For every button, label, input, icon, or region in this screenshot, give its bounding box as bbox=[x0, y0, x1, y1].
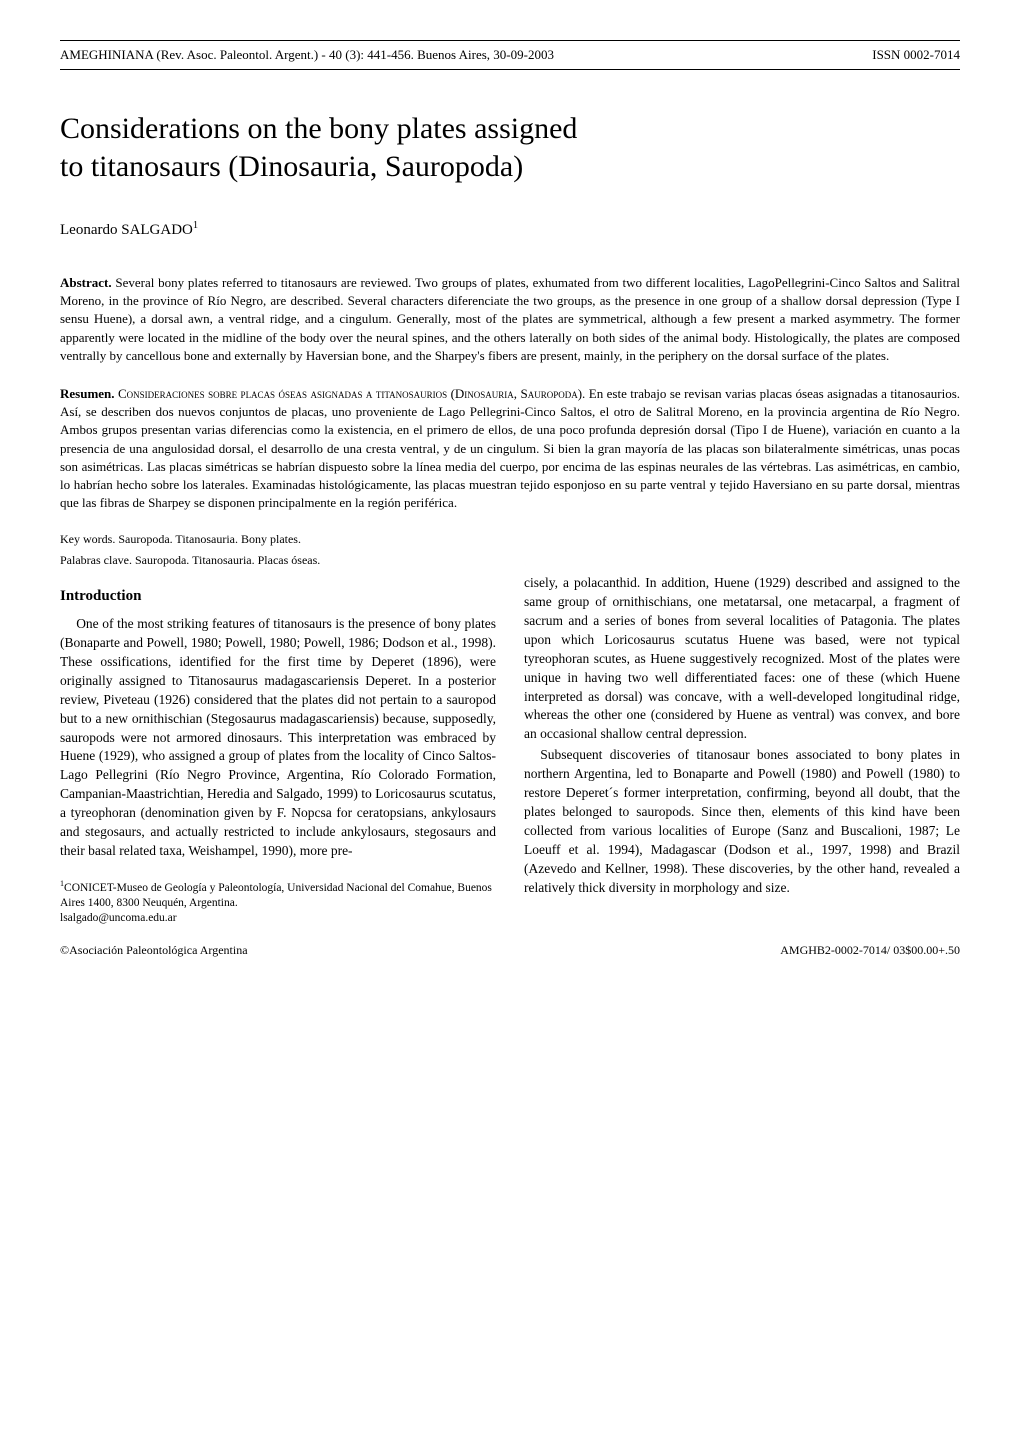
footnote-text: CONICET-Museo de Geología y Paleontologí… bbox=[60, 882, 492, 909]
journal-header: AMEGHINIANA (Rev. Asoc. Paleontol. Argen… bbox=[60, 40, 960, 70]
journal-citation: AMEGHINIANA (Rev. Asoc. Paleontol. Argen… bbox=[60, 47, 554, 63]
abstract-label-es: Resumen. bbox=[60, 386, 115, 401]
author-line: Leonardo SALGADO1 bbox=[60, 220, 960, 239]
abstract-title-es: Consideraciones sobre placas óseas asign… bbox=[118, 386, 585, 401]
right-column: cisely, a polacanthid. In addition, Huen… bbox=[524, 574, 960, 925]
title-line-2: to titanosaurs (Dinosauria, Sauropoda) bbox=[60, 150, 523, 183]
keywords-english: Key words. Sauropoda. Titanosauria. Bony… bbox=[60, 532, 960, 547]
body-paragraph: One of the most striking features of tit… bbox=[60, 615, 496, 861]
abstract-text-en: Several bony plates referred to titanosa… bbox=[60, 275, 960, 363]
title-line-1: Considerations on the bony plates assign… bbox=[60, 112, 577, 145]
abstract-spanish: Resumen. Consideraciones sobre placas ós… bbox=[60, 385, 960, 512]
body-paragraph: cisely, a polacanthid. In addition, Huen… bbox=[524, 574, 960, 744]
body-text: Introduction One of the most striking fe… bbox=[60, 574, 960, 925]
copyright: ©Asociación Paleontológica Argentina bbox=[60, 943, 248, 958]
abstract-text-es: En este trabajo se revisan varias placas… bbox=[60, 386, 960, 510]
abstract-label-en: Abstract. bbox=[60, 275, 112, 290]
body-paragraph: Subsequent discoveries of titanosaur bon… bbox=[524, 746, 960, 897]
article-title: Considerations on the bony plates assign… bbox=[60, 110, 960, 185]
keywords-spanish: Palabras clave. Sauropoda. Titanosauria.… bbox=[60, 553, 960, 568]
section-heading-introduction: Introduction bbox=[60, 586, 496, 607]
issn: ISSN 0002-7014 bbox=[872, 47, 960, 63]
left-column: Introduction One of the most striking fe… bbox=[60, 574, 496, 925]
footnote-email: lsalgado@uncoma.edu.ar bbox=[60, 912, 177, 924]
footer-code: AMGHB2-0002-7014/ 03$00.00+.50 bbox=[780, 943, 960, 958]
author-affiliation-sup: 1 bbox=[193, 220, 198, 231]
page-footer: ©Asociación Paleontológica Argentina AMG… bbox=[60, 943, 960, 958]
author-name: Leonardo SALGADO bbox=[60, 222, 193, 238]
abstract-english: Abstract. Several bony plates referred t… bbox=[60, 274, 960, 365]
author-footnote: 1CONICET-Museo de Geología y Paleontolog… bbox=[60, 879, 496, 926]
